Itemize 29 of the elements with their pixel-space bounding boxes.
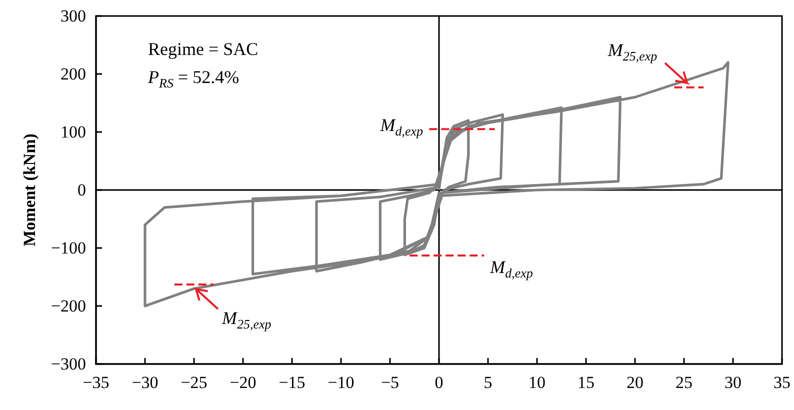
x-tick-label: −10 bbox=[328, 373, 354, 392]
y-tick-label: −100 bbox=[50, 238, 86, 258]
x-tick-label: −35 bbox=[82, 373, 110, 392]
x-tick-label: −25 bbox=[180, 373, 208, 392]
annotation: P$_{RS}$ = 52.4% bbox=[148, 67, 240, 91]
x-tick-label: 10 bbox=[528, 373, 546, 392]
annotation: M$_{d,exp}$ bbox=[380, 115, 423, 139]
annotation: M$_{d,exp}$ bbox=[490, 256, 533, 280]
x-tick-label: 35 bbox=[774, 373, 790, 392]
x-tick-label: 25 bbox=[676, 373, 692, 392]
y-tick-label: 300 bbox=[60, 6, 86, 26]
y-tick-label: 0 bbox=[78, 180, 86, 200]
x-tick-label: 0 bbox=[434, 373, 444, 392]
y-tick-label: 100 bbox=[60, 122, 86, 142]
x-tick-label: −5 bbox=[380, 373, 400, 392]
y-axis-title: Moment (kNm) bbox=[20, 134, 39, 246]
x-tick-label: −20 bbox=[230, 373, 256, 392]
x-tick-label: −15 bbox=[278, 373, 306, 392]
y-tick-label: −300 bbox=[50, 354, 86, 374]
x-tick-label: 30 bbox=[724, 373, 742, 392]
y-tick-label: −200 bbox=[50, 296, 86, 316]
y-tick-label: 200 bbox=[60, 64, 86, 84]
annotation: M$_{25,exp}$ bbox=[608, 40, 658, 64]
x-tick-label: 20 bbox=[626, 373, 644, 392]
annotation: Regime = SAC bbox=[148, 39, 258, 59]
annotation: M$_{25,exp}$ bbox=[222, 308, 272, 332]
x-tick-label: −30 bbox=[132, 373, 158, 392]
x-tick-label: 5 bbox=[484, 373, 492, 392]
x-tick-label: 15 bbox=[578, 373, 594, 392]
